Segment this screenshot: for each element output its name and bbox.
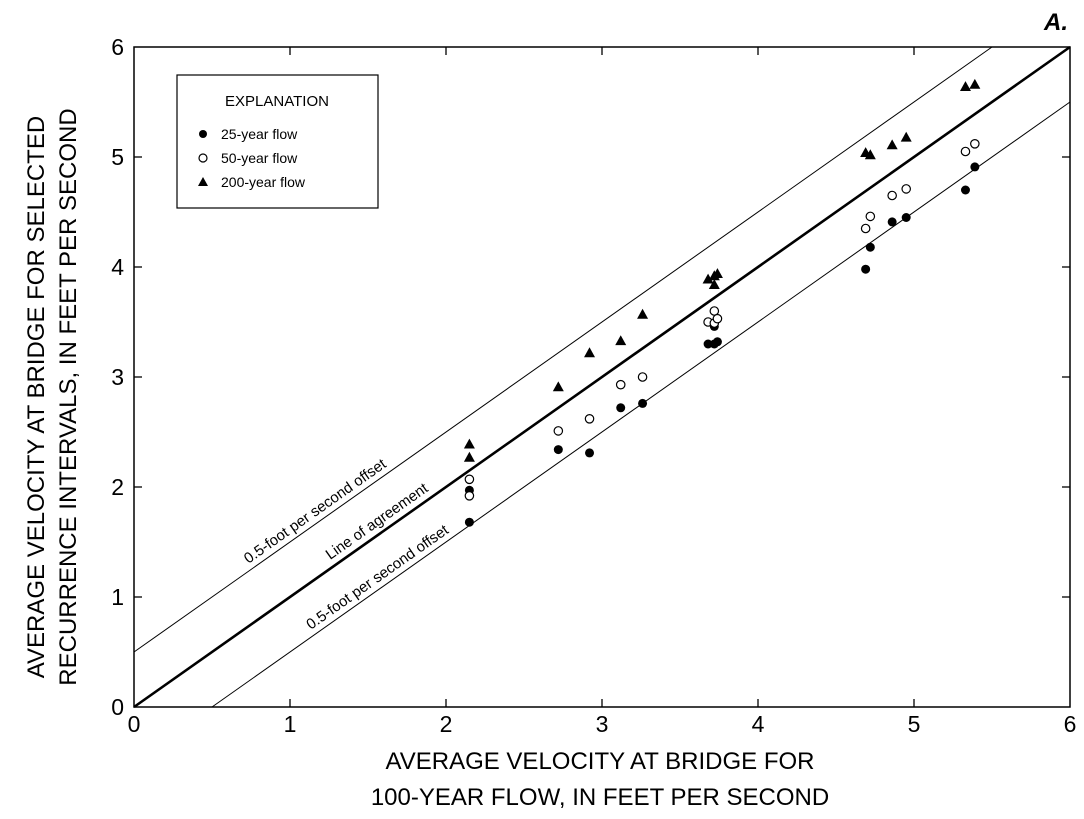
point-200-year-flow bbox=[615, 335, 627, 346]
y-axis-title: AVERAGE VELOCITY AT BRIDGE FOR SELECTED … bbox=[23, 108, 82, 685]
point-50-year-flow bbox=[860, 223, 871, 234]
point-200-year-flow bbox=[463, 451, 475, 462]
point-200-year-flow bbox=[708, 279, 720, 289]
point-25-year-flow bbox=[553, 445, 563, 455]
point-200-year-flow bbox=[900, 131, 912, 142]
point-50-year-flow bbox=[901, 184, 911, 194]
point-50-year-flow bbox=[637, 372, 648, 382]
y-tick-label: 6 bbox=[111, 34, 124, 60]
y-tick-label: 5 bbox=[111, 144, 124, 170]
x-tick-label: 0 bbox=[128, 711, 141, 737]
legend-label-50-year: 50-year flow bbox=[221, 150, 298, 166]
point-50-year-flow bbox=[464, 474, 475, 485]
point-50-year-flow bbox=[865, 211, 876, 222]
y-axis-title-line-1: AVERAGE VELOCITY AT BRIDGE FOR SELECTED bbox=[23, 116, 50, 678]
x-tick-label: 1 bbox=[284, 711, 297, 737]
x-axis-title: AVERAGE VELOCITY AT BRIDGE FOR 100-YEAR … bbox=[371, 748, 829, 811]
point-200-year-flow bbox=[864, 149, 876, 160]
y-tick-label: 2 bbox=[111, 474, 124, 500]
legend-marker-filled-circle bbox=[199, 130, 207, 138]
legend-entry-25-year: 25-year flow bbox=[199, 126, 298, 142]
point-50-year-flow bbox=[553, 426, 564, 436]
point-25-year-flow bbox=[887, 217, 897, 227]
legend-label-25-year: 25-year flow bbox=[221, 126, 298, 142]
point-25-year-flow bbox=[960, 185, 970, 195]
legend: EXPLANATION 25-year flow 50-year flow 20… bbox=[176, 74, 379, 209]
point-25-year-flow bbox=[585, 448, 595, 458]
point-25-year-flow bbox=[703, 339, 713, 349]
point-200-year-flow bbox=[711, 268, 723, 278]
x-tick-label: 4 bbox=[752, 711, 765, 737]
point-50-year-flow bbox=[615, 379, 626, 390]
point-50-year-flow bbox=[464, 490, 475, 501]
upper-offset-line-label: 0.5-foot per second offset bbox=[241, 455, 390, 567]
x-tick-label: 3 bbox=[596, 711, 609, 737]
y-axis-title-line-2: RECURRENCE INTERVALS, IN FEET PER SECOND bbox=[55, 108, 82, 685]
y-tick-label: 3 bbox=[111, 364, 124, 390]
legend-entry-200-year: 200-year flow bbox=[198, 174, 306, 190]
point-50-year-flow bbox=[712, 313, 723, 324]
axis-ticks bbox=[134, 47, 1070, 707]
y-tick-label: 0 bbox=[111, 694, 124, 720]
legend-title: EXPLANATION bbox=[225, 93, 329, 110]
point-50-year-flow bbox=[887, 190, 897, 201]
point-200-year-flow bbox=[886, 139, 898, 150]
legend-label-200-year: 200-year flow bbox=[221, 174, 306, 190]
point-25-year-flow bbox=[865, 242, 875, 252]
x-tick-label: 6 bbox=[1064, 711, 1077, 737]
y-tick-label: 1 bbox=[111, 584, 124, 610]
legend-entry-50-year: 50-year flow bbox=[198, 150, 298, 166]
point-200-year-flow bbox=[584, 347, 596, 358]
data-markers bbox=[463, 78, 981, 527]
point-200-year-flow bbox=[552, 381, 564, 392]
point-200-year-flow bbox=[637, 308, 649, 319]
x-tick-label: 2 bbox=[440, 711, 453, 737]
point-50-year-flow bbox=[960, 146, 971, 157]
point-200-year-flow bbox=[702, 273, 714, 284]
point-25-year-flow bbox=[464, 517, 474, 527]
x-tick-label: 5 bbox=[908, 711, 921, 737]
point-200-year-flow bbox=[463, 438, 475, 449]
tick-labels: 0 1 2 3 4 5 6 0 1 2 3 4 5 6 bbox=[111, 34, 1076, 737]
lower-offset-line-label: 0.5-foot per second offset bbox=[303, 521, 452, 633]
point-25-year-flow bbox=[861, 264, 871, 274]
point-25-year-flow bbox=[616, 403, 626, 413]
legend-marker-filled-triangle bbox=[198, 177, 208, 186]
point-200-year-flow bbox=[969, 78, 981, 89]
point-200-year-flow bbox=[959, 81, 971, 91]
line-of-agreement bbox=[133, 45, 1071, 709]
point-50-year-flow bbox=[584, 413, 595, 424]
point-25-year-flow bbox=[901, 213, 911, 222]
x-axis-title-line-1: AVERAGE VELOCITY AT BRIDGE FOR bbox=[386, 748, 815, 775]
point-25-year-flow bbox=[712, 337, 722, 347]
point-25-year-flow bbox=[970, 162, 980, 172]
legend-marker-open-circle bbox=[198, 153, 208, 163]
y-tick-label: 4 bbox=[111, 254, 124, 280]
panel-label: A. bbox=[1043, 9, 1068, 36]
x-axis-title-line-2: 100-YEAR FLOW, IN FEET PER SECOND bbox=[371, 784, 829, 811]
point-25-year-flow bbox=[638, 398, 648, 408]
point-50-year-flow bbox=[970, 139, 980, 149]
upper-offset-line bbox=[133, 46, 993, 653]
legend-box bbox=[176, 74, 379, 209]
